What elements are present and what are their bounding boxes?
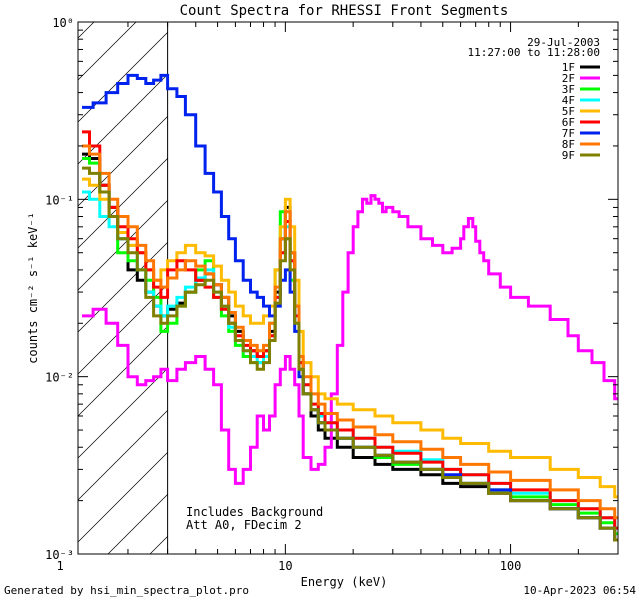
- annotation-attenuator: Att A0, FDecim 2: [186, 518, 302, 532]
- legend-label-3F: 3F: [562, 83, 575, 96]
- footer-generated-by: Generated by hsi_min_spectra_plot.pro: [4, 584, 249, 597]
- date-label: 29-Jul-2003: [527, 36, 600, 49]
- axis-layer: 1 10 100 10⁻³ 10⁻² 10⁻¹ 10⁰: [45, 16, 619, 573]
- chart-title: Count Spectra for RHESSI Front Segments: [180, 3, 509, 19]
- footer-timestamp: 10-Apr-2023 06:54: [523, 584, 636, 597]
- hatch-line: [78, 367, 168, 459]
- legend-label-1F: 1F: [562, 61, 575, 74]
- x-tick-label: 100: [500, 559, 522, 573]
- y-tick-label: 10⁻²: [45, 371, 74, 385]
- y-tick-label: 10⁻¹: [45, 193, 74, 207]
- annotation-background: Includes Background: [186, 505, 323, 519]
- legend-label-7F: 7F: [562, 127, 575, 140]
- x-tick-label: 10: [278, 559, 292, 573]
- series-line-9F: [82, 166, 618, 542]
- legend-label-5F: 5F: [562, 105, 575, 118]
- hatch-line: [78, 409, 168, 501]
- legend-label-6F: 6F: [562, 116, 575, 129]
- hatch-line: [78, 451, 168, 543]
- legend-label-8F: 8F: [562, 138, 575, 151]
- x-tick-label: 1: [57, 559, 64, 573]
- y-tick-label: 10⁻³: [45, 548, 74, 562]
- series-line-3F: [82, 157, 618, 536]
- series-layer: [82, 73, 618, 542]
- series-line-1F: [82, 152, 618, 542]
- series-line-5F: [82, 177, 618, 499]
- time-range-label: 11:27:00 to 11:28:00: [468, 46, 600, 59]
- attenuator-hatch-region: [0, 0, 168, 554]
- hatch-line: [0, 0, 120, 554]
- y-tick-label: 10⁰: [52, 16, 74, 30]
- legend-label-4F: 4F: [562, 94, 575, 107]
- legend-label-2F: 2F: [562, 72, 575, 85]
- hatch-line: [78, 31, 168, 123]
- series-line-4F: [82, 190, 618, 530]
- series-line-2F: [82, 194, 618, 485]
- hatch-line: [78, 241, 168, 333]
- hatch-line: [78, 22, 137, 81]
- hatch-line: [78, 199, 168, 291]
- y-axis-label: counts cm⁻² s⁻¹ keV⁻¹: [26, 212, 40, 364]
- series-line-8F: [82, 144, 618, 520]
- x-axis-label: Energy (keV): [301, 575, 388, 589]
- legend-label-9F: 9F: [562, 149, 575, 162]
- plot-frame: [77, 21, 619, 555]
